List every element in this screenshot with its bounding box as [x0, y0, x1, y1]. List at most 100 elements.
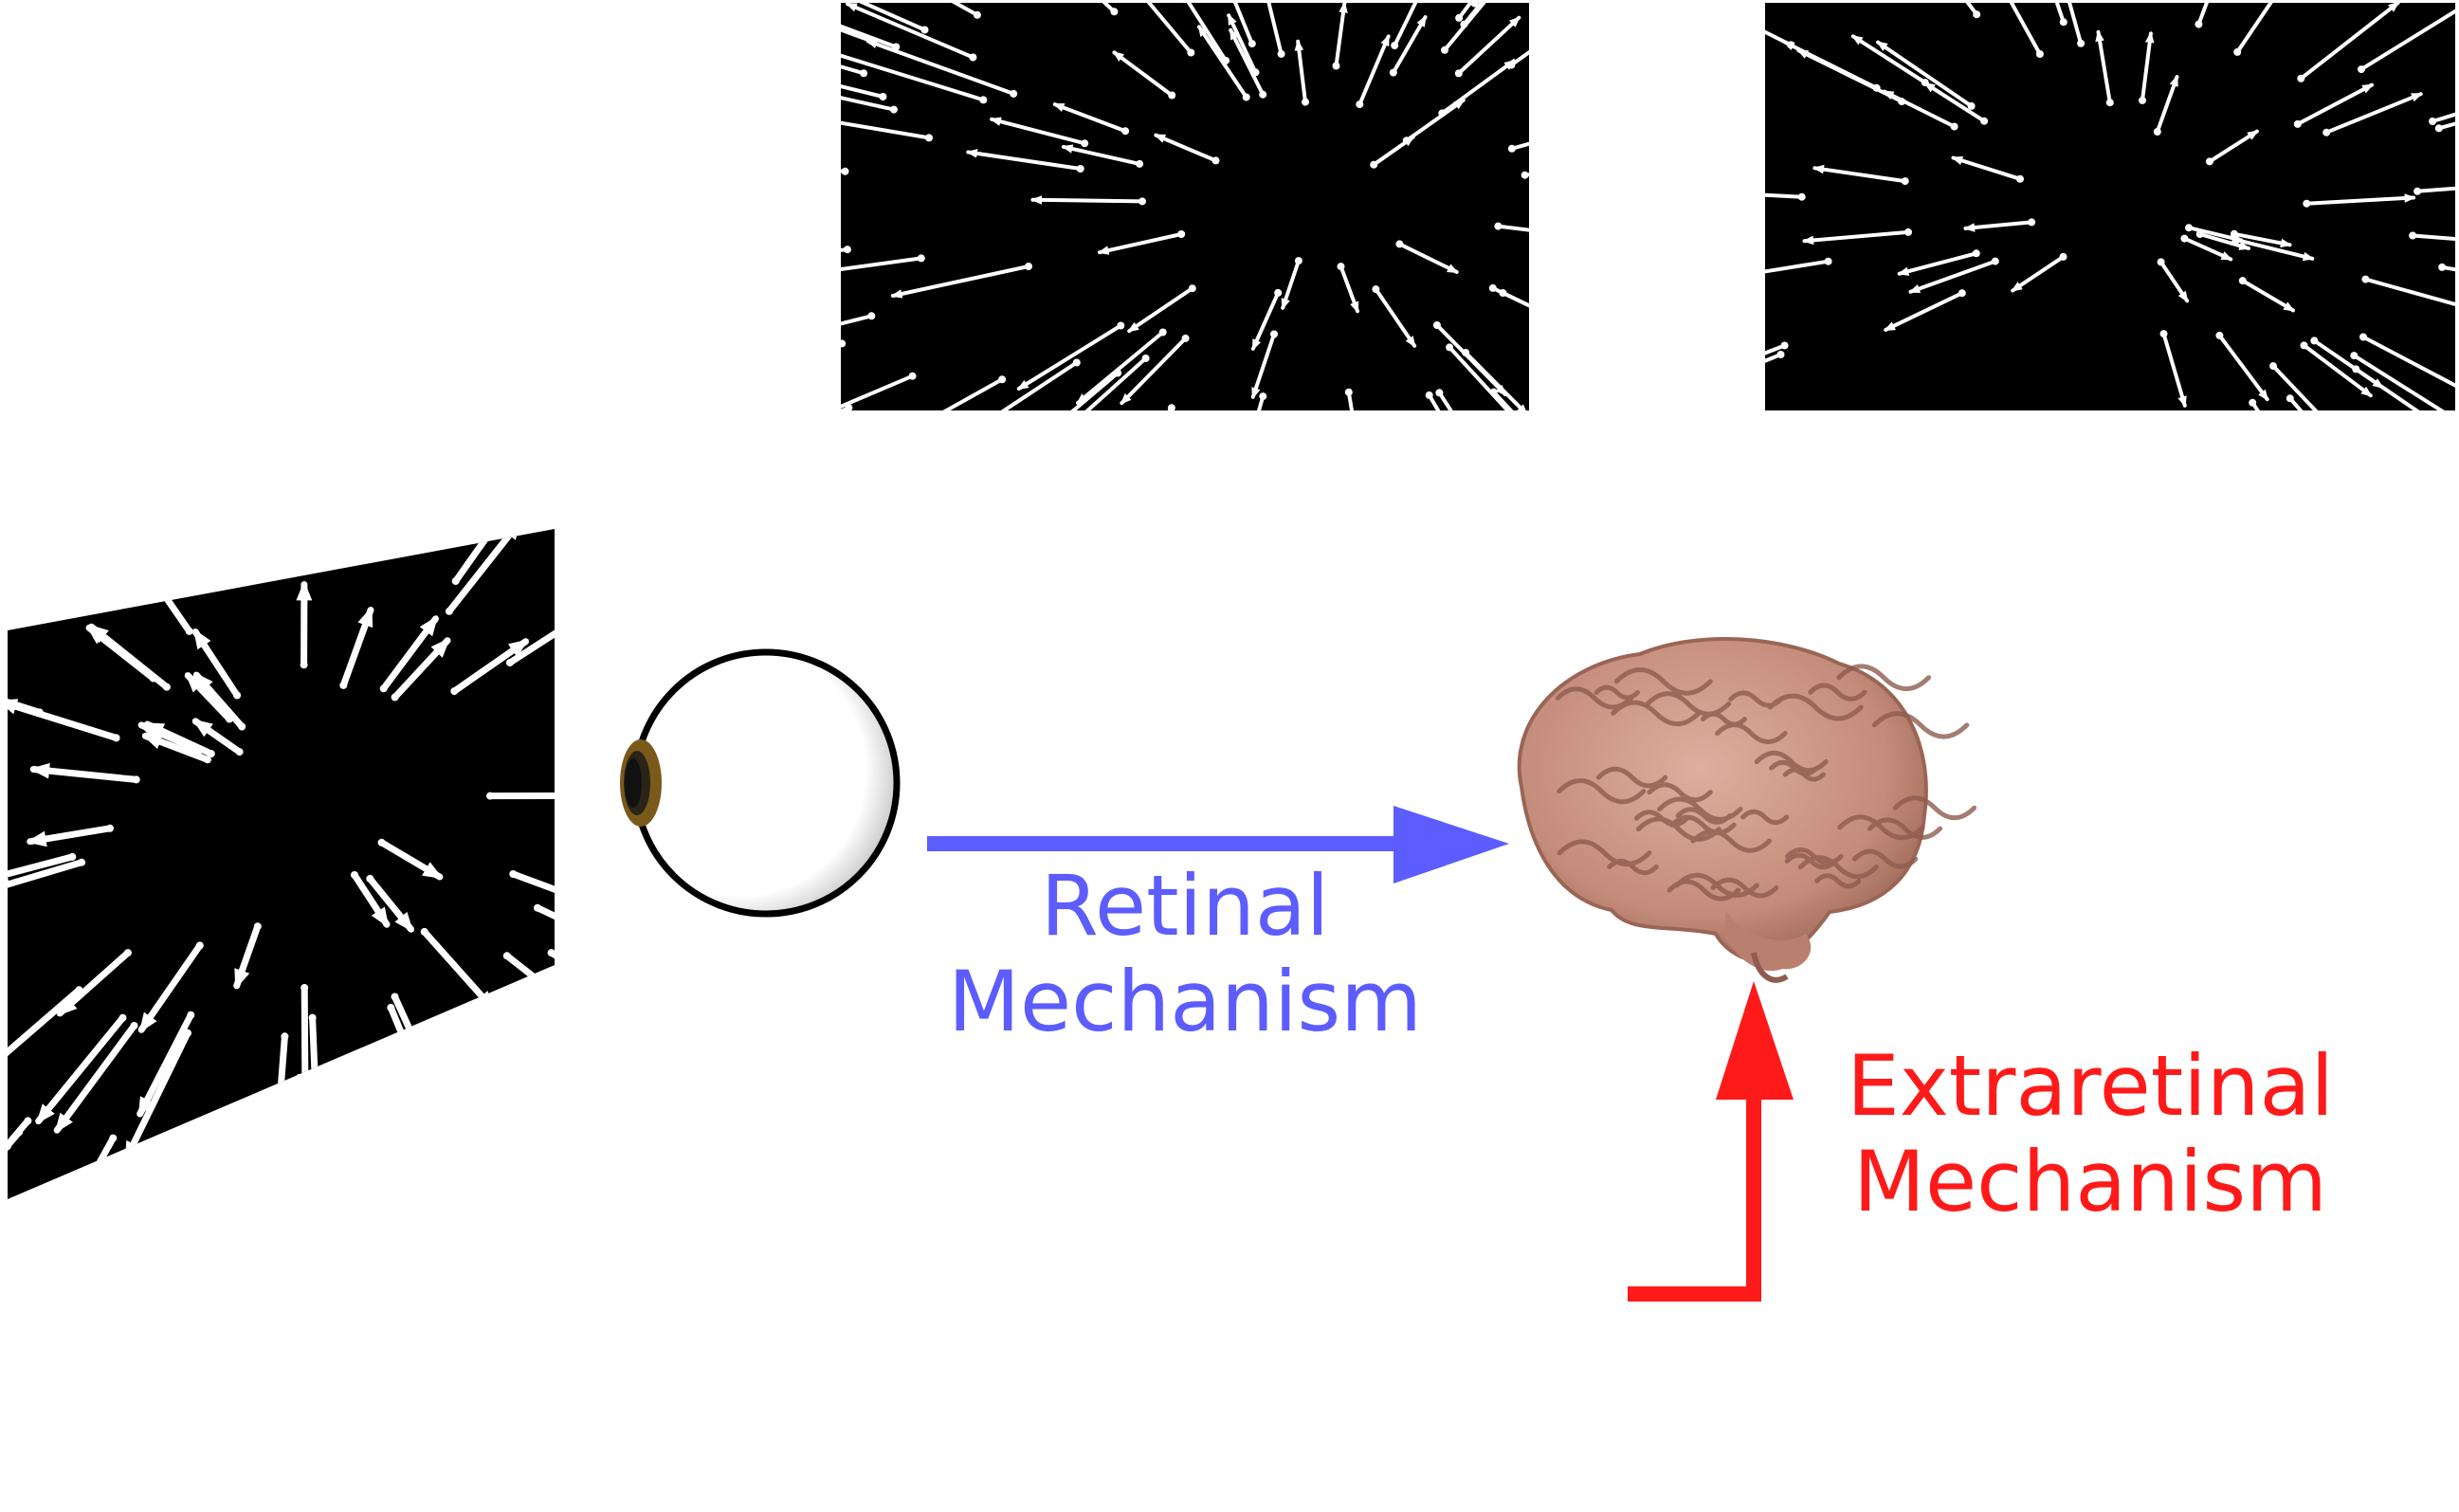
flow-arrow	[454, 1139, 545, 1199]
flow-arrow-origin	[2297, 74, 2305, 82]
flow-arrow-origin	[908, 372, 917, 380]
flow-arrow	[381, 1155, 422, 1199]
flow-arrow-origin	[1489, 388, 1498, 396]
flow-arrow-origin	[1780, 341, 1789, 350]
flow-arrow-origin	[1991, 257, 1999, 265]
flow-arrow-origin	[2358, 65, 2365, 74]
flow-arrow-origin	[451, 577, 460, 585]
brain-fold	[1594, 684, 1641, 701]
flow-arrow	[1963, 220, 2034, 232]
flow-arrow	[233, 922, 262, 990]
flow-arrows-top-2	[1765, 3, 2455, 410]
flow-arrow	[2271, 364, 2319, 410]
flow-arrow	[841, 64, 866, 76]
flow-arrow	[8, 853, 76, 883]
flow-arrow	[1908, 259, 1997, 294]
flow-arrow	[319, 1137, 338, 1199]
flow-arrow-origin	[1356, 100, 1364, 109]
flow-arrow-origin	[508, 986, 517, 994]
flow-arrow	[2217, 333, 2269, 402]
flow-arrow-origin	[375, 1167, 384, 1175]
brain-fold	[1674, 872, 1759, 898]
flow-arrow-origin	[1211, 156, 1220, 165]
brain-fold	[1669, 814, 1737, 835]
flow-arrow-origin	[1181, 334, 1190, 342]
flow-arrow	[1016, 323, 1123, 391]
flow-arrow	[2207, 129, 2259, 164]
flow-arrow	[1897, 251, 1978, 276]
brain-fold	[1814, 873, 1862, 889]
flow-arrow	[378, 839, 444, 881]
flow-arrow-origin	[1277, 49, 1285, 58]
flow-arrow	[29, 762, 140, 783]
flow-arrow-origin	[1904, 228, 1912, 236]
flow-arrow-origin	[414, 542, 423, 551]
flow-arrow	[841, 314, 874, 326]
flow-arrow-origin	[253, 922, 262, 931]
flow-arrow	[1374, 287, 1417, 348]
flow-arrow-origin	[2105, 99, 2114, 107]
retinal-label-line2: Mechanism	[948, 953, 1422, 1051]
brain-fold	[1782, 767, 1826, 782]
flow-arrow	[2415, 186, 2455, 193]
flow-arrow	[1397, 242, 1459, 274]
flow-arrow	[890, 264, 1030, 299]
brain-fold	[1700, 711, 1747, 727]
flow-arrow	[2011, 254, 2066, 293]
flow-arrow	[2009, 3, 2042, 56]
flow-arrow-origin	[1425, 391, 1433, 399]
flow-arrow-origin	[1158, 328, 1167, 337]
flow-arrow	[2196, 3, 2209, 27]
flow-arrow-origin	[377, 838, 386, 847]
flow-arrow-origin	[2409, 231, 2417, 240]
flow-arrow	[191, 718, 244, 756]
brain-fold	[1635, 816, 1721, 842]
flow-arrow	[1393, 3, 1418, 47]
flow-arrow-origin	[203, 756, 211, 764]
flow-arrow-origin	[1898, 98, 1906, 106]
flow-arrow-origin	[426, 1158, 434, 1167]
flow-arrow-origin	[226, 715, 233, 723]
flow-arrow	[1052, 102, 1128, 134]
flow-arrow	[845, 3, 975, 60]
flow-arrow-origin	[112, 734, 120, 742]
flow-arrow	[506, 592, 555, 666]
flow-arrow-origin	[1901, 177, 1909, 186]
flow-arrow	[508, 1118, 555, 1199]
flow-arrow-origin	[1973, 10, 1981, 19]
flow-arrow	[1456, 15, 1521, 76]
flow-arrow-origin	[1076, 165, 1084, 173]
flow-arrow	[1464, 351, 1528, 410]
flow-arrow-origin	[301, 984, 309, 992]
flow-arrow-origin	[380, 1155, 389, 1163]
flow-arrow-origin	[2180, 234, 2189, 243]
flow-arrow	[1923, 82, 1987, 123]
flow-arrow-origin	[969, 53, 977, 62]
flow-arrow-origin	[2157, 258, 2165, 266]
brain-fold	[1557, 777, 1647, 805]
flow-arrow-origin	[2350, 352, 2359, 360]
flow-arrow	[1070, 371, 1120, 410]
flow-arrow	[35, 1014, 126, 1125]
flow-arrow	[534, 904, 555, 969]
flow-arrow-origin	[387, 1003, 395, 1011]
flow-arrow	[2352, 354, 2445, 410]
flow-arrow	[191, 628, 241, 699]
flow-arrow	[1404, 98, 1466, 143]
flow-arrow	[2411, 233, 2455, 242]
flow-arrow	[859, 3, 927, 32]
flow-arrow-origin	[547, 949, 555, 957]
flow-arrow-origin	[45, 529, 53, 535]
flow-arrow	[2354, 367, 2420, 410]
flow-arrows-top-1	[841, 3, 1529, 410]
flow-arrow-origin	[2185, 224, 2193, 232]
flow-arrow-origin	[308, 1013, 317, 1022]
flow-arrow-origin	[106, 824, 114, 832]
flow-arrow-origin	[1072, 358, 1081, 367]
flow-arrow-origin	[1010, 89, 1018, 98]
flow-arrow	[1229, 27, 1266, 97]
flow-arrow-origin	[917, 254, 925, 263]
flow-arrow-origin	[2438, 263, 2447, 271]
flow-arrow-origin	[1168, 91, 1176, 100]
